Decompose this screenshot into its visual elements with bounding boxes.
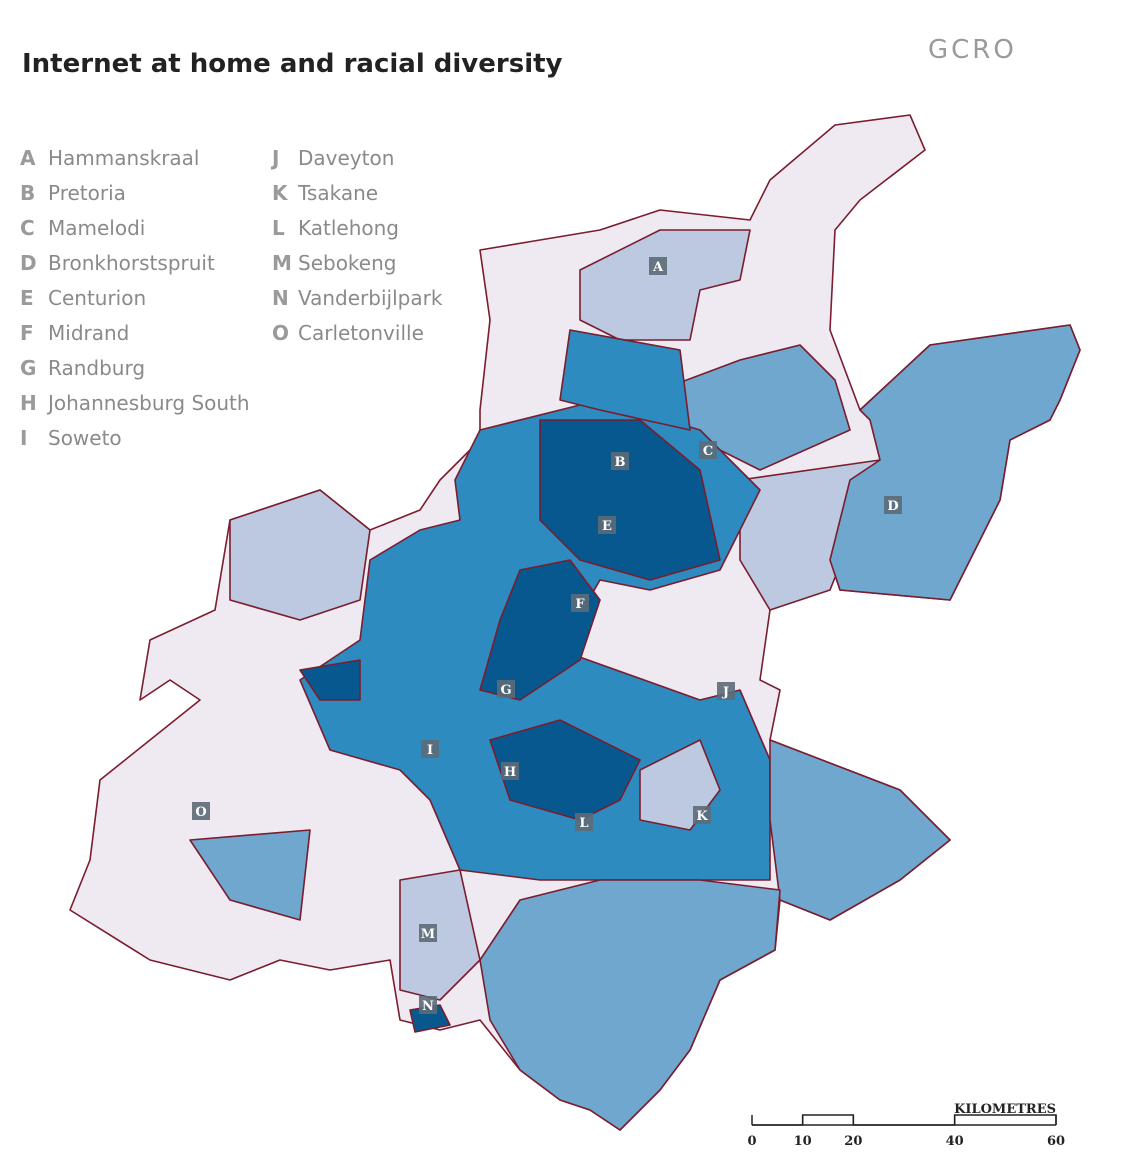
- legend-name: Johannesburg South: [46, 391, 250, 415]
- scale-label: KILOMETRES: [954, 1102, 1056, 1117]
- legend-name: Carletonville: [298, 321, 424, 345]
- scale-tick-label: 40: [946, 1134, 964, 1149]
- legend-name: Hammanskraal: [48, 146, 199, 170]
- region: [539, 419, 721, 581]
- region: [299, 659, 361, 701]
- legend-name: Centurion: [48, 286, 146, 310]
- scale-tick-label: 10: [794, 1134, 812, 1149]
- region: [829, 324, 1081, 601]
- map: [69, 114, 1081, 1131]
- region: [399, 869, 481, 1001]
- legend-letter: O: [272, 321, 289, 345]
- legend-letter: C: [20, 216, 35, 240]
- marker-label: C: [703, 444, 713, 459]
- marker-label: L: [579, 816, 588, 831]
- marker-label: H: [504, 765, 516, 780]
- marker-box: [598, 516, 616, 534]
- legend-letter: A: [20, 146, 36, 170]
- region: [189, 829, 311, 921]
- legend-letter: H: [20, 391, 37, 415]
- marker-label: J: [722, 685, 729, 700]
- title: Internet at home and racial diversity: [22, 49, 563, 79]
- legend-letter: M: [272, 251, 292, 275]
- legend-name: Midrand: [48, 321, 129, 345]
- legend-letter: F: [20, 321, 34, 345]
- marker-label: G: [500, 683, 511, 698]
- scale-tick-label: 60: [1047, 1134, 1065, 1149]
- marker-box: [699, 441, 717, 459]
- marker-box: [497, 680, 515, 698]
- legend-name: Sebokeng: [298, 251, 396, 275]
- marker-box: [419, 996, 437, 1014]
- legend-name: Mamelodi: [48, 216, 145, 240]
- legend-letter: N: [272, 286, 289, 310]
- marker-label: D: [887, 499, 898, 514]
- marker-box: [421, 740, 439, 758]
- region: [769, 739, 951, 921]
- marker-label: M: [421, 927, 435, 942]
- legend-letter: I: [20, 426, 27, 450]
- legend-letter: J: [270, 146, 279, 170]
- marker-box: [649, 257, 667, 275]
- marker-box: [192, 802, 210, 820]
- region: [579, 229, 751, 341]
- marker-label: A: [652, 260, 664, 275]
- legend-name: Randburg: [48, 356, 145, 380]
- legend-letter: K: [272, 181, 289, 205]
- scale-tick-label: 20: [844, 1134, 862, 1149]
- legend-name: Soweto: [48, 426, 122, 450]
- legend-letter: D: [20, 251, 37, 275]
- region: [559, 329, 691, 431]
- logo: GCRO: [928, 35, 1017, 65]
- legend-name: Katlehong: [298, 216, 399, 240]
- marker-label: B: [615, 455, 626, 470]
- legend-letter: L: [272, 216, 285, 240]
- region: [229, 489, 371, 621]
- marker-box: [611, 452, 629, 470]
- marker-label: F: [575, 597, 585, 612]
- legend-name: Bronkhorstspruit: [48, 251, 215, 275]
- legend-name: Pretoria: [48, 181, 126, 205]
- legend-name: Vanderbijlpark: [298, 286, 443, 310]
- legend-name: Daveyton: [298, 146, 394, 170]
- marker-box: [693, 806, 711, 824]
- region: [489, 719, 641, 821]
- marker-box: [575, 813, 593, 831]
- marker-label: E: [602, 519, 612, 534]
- marker-box: [571, 594, 589, 612]
- marker-label: N: [422, 999, 434, 1014]
- marker-label: O: [195, 805, 206, 820]
- legend-letter: E: [20, 286, 34, 310]
- marker-label: K: [696, 809, 708, 824]
- marker-box: [884, 496, 902, 514]
- legend-name: Tsakane: [297, 181, 378, 205]
- region: [479, 879, 781, 1131]
- region: [479, 559, 601, 701]
- marker-box: [501, 762, 519, 780]
- legend-letter: B: [20, 181, 35, 205]
- marker-box: [419, 924, 437, 942]
- marker-box: [717, 682, 735, 700]
- marker-label: I: [427, 743, 433, 758]
- scale-tick-label: 0: [747, 1134, 756, 1149]
- legend-letter: G: [20, 356, 36, 380]
